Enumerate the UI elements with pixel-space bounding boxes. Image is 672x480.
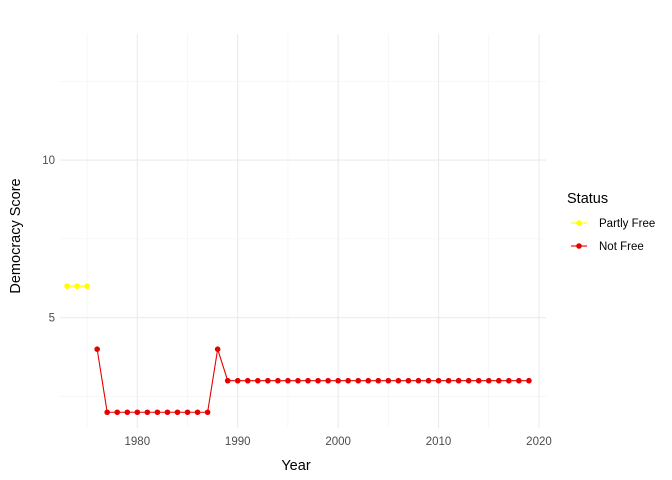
data-point [214,346,221,353]
data-point [64,283,70,289]
data-point [84,283,90,289]
data-point [385,377,392,384]
data-point [445,377,452,384]
data-point [295,377,301,384]
data-point [234,377,241,384]
data-point [94,346,100,353]
x-tick-label: 1990 [225,436,251,448]
data-point [74,283,80,289]
data-point [244,377,251,384]
data-point [315,377,321,384]
data-point [395,377,402,384]
data-point [405,377,412,384]
data-point [114,409,121,416]
data-point [365,377,372,384]
x-tick-label: 2010 [426,436,452,448]
data-point [526,377,532,384]
y-tick-label: 5 [49,313,55,325]
grid [60,34,546,428]
data-point [134,409,141,416]
data-point [305,377,311,384]
legend-key-point [576,243,582,249]
series-layer [64,283,532,416]
data-point [425,377,432,384]
tick-labels: 1980 1990 2000 2010 2020 5 10 [42,155,552,448]
data-point [335,377,341,384]
data-point [174,409,181,416]
series-line [96,349,529,413]
legend-title: Status [567,191,608,207]
data-point [204,409,211,416]
y-axis-title: Democracy Score [8,178,24,293]
data-point [375,377,382,384]
data-point [184,409,191,416]
legend-item: Partly Free [571,218,655,230]
legend-label: Partly Free [599,218,655,230]
legend: Status Partly Free Not Free [567,191,655,253]
data-point [506,377,512,384]
data-point [516,377,522,384]
data-point [475,377,482,384]
series-1 [94,346,532,416]
data-point [435,377,442,384]
y-tick-label: 10 [42,155,55,167]
data-point [154,409,161,416]
data-point [325,377,331,384]
data-point [465,377,472,384]
data-point [144,409,151,416]
data-point [415,377,422,384]
data-point [285,377,291,384]
data-point [164,409,171,416]
legend-items: Partly Free Not Free [571,218,655,253]
series-0 [64,283,90,289]
data-point [255,377,261,384]
x-tick-label: 1980 [125,436,151,448]
legend-label: Not Free [599,241,644,253]
legend-item: Not Free [571,241,644,253]
data-point [355,377,362,384]
legend-key-point [576,220,582,226]
data-point [124,409,131,416]
data-point [224,377,231,384]
data-point [496,377,502,384]
data-point [104,409,110,416]
data-point [455,377,462,384]
data-point [345,377,351,384]
data-point [275,377,281,384]
x-tick-label: 2020 [526,436,552,448]
data-point [485,377,492,384]
x-axis-title: Year [281,458,310,474]
data-point [265,377,271,384]
data-point [194,409,201,416]
x-tick-label: 2000 [325,436,351,448]
